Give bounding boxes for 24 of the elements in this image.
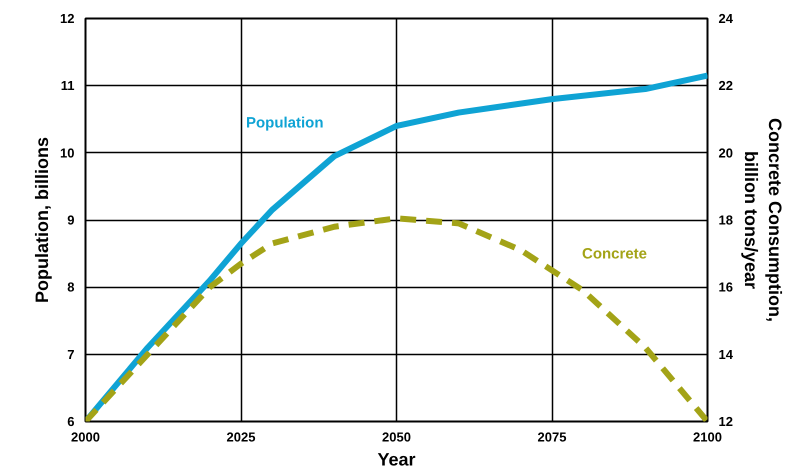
series-label: Concrete — [582, 245, 648, 262]
y2-tick-label: 20 — [718, 145, 733, 160]
series-label: Population — [246, 114, 324, 132]
y2-axis-title: Concrete Consumption, billion tons/year — [740, 118, 785, 322]
y2-tick-label: 24 — [718, 11, 734, 26]
x-axis-title: Year — [377, 450, 416, 470]
x-tick-label: 2050 — [382, 430, 411, 444]
x-tick-label: 2100 — [693, 430, 722, 444]
y2-tick-label: 18 — [718, 212, 733, 228]
x-tick-label: 2075 — [538, 430, 566, 444]
y-tick-label: 11 — [60, 78, 75, 94]
y-tick-label: 7 — [67, 346, 75, 362]
x-tick-label: 2000 — [71, 430, 100, 444]
y2-tick-label: 12 — [718, 414, 733, 429]
y-tick-label: 10 — [60, 145, 75, 160]
y2-tick-label: 14 — [718, 346, 734, 362]
y2-tick-label: 22 — [718, 78, 733, 94]
y-tick-label: 8 — [67, 280, 75, 295]
y-tick-label: 9 — [67, 212, 75, 228]
y2-tick-label: 16 — [718, 280, 733, 295]
x-tick-label: 2025 — [226, 430, 256, 444]
y-axis-title: Population, billions — [32, 136, 52, 303]
y-tick-label: 6 — [67, 414, 75, 429]
y-tick-label: 12 — [60, 11, 75, 26]
